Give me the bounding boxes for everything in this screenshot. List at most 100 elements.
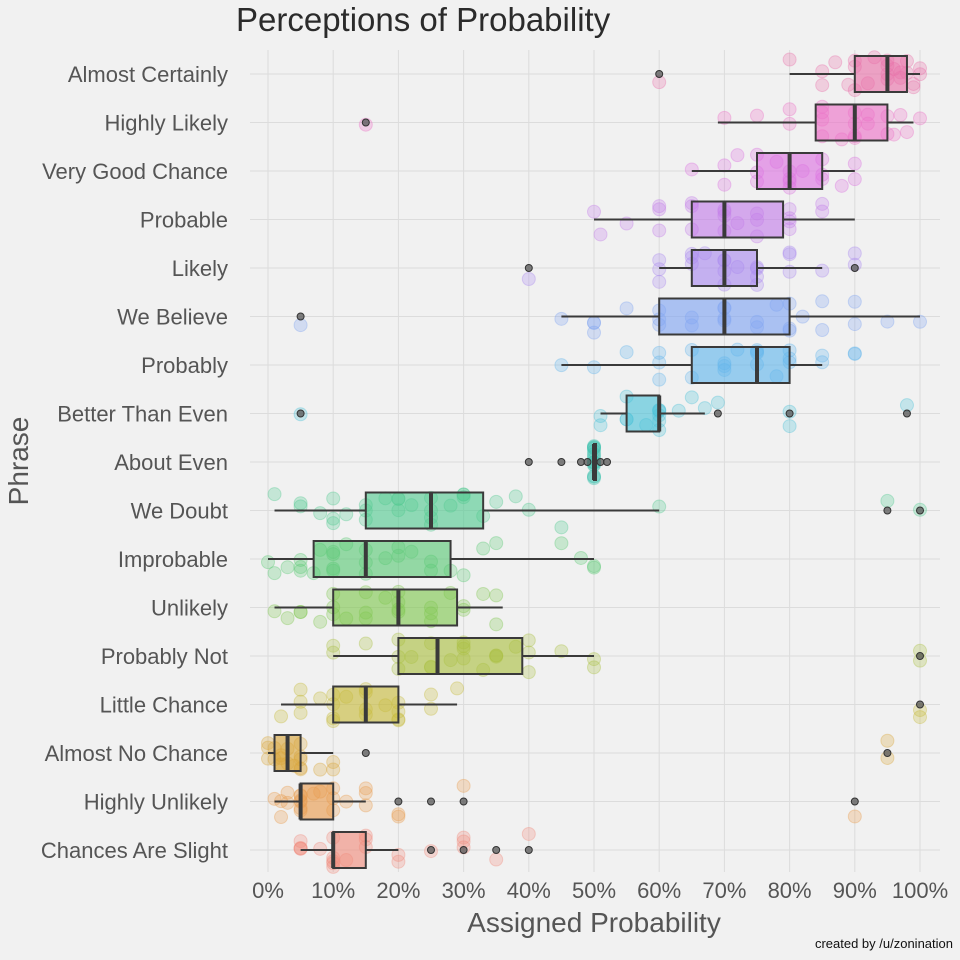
jitter-point <box>652 253 667 268</box>
jitter-point <box>847 346 862 361</box>
jitter-point <box>554 644 569 659</box>
jitter-point <box>652 262 667 277</box>
jitter-point <box>815 78 830 93</box>
jitter-point <box>456 602 471 617</box>
jitter-point <box>358 781 373 796</box>
jitter-point <box>782 211 797 226</box>
chart-title: Perceptions of Probability <box>236 1 611 38</box>
x-tick-label: 80% <box>768 878 812 903</box>
jitter-point <box>293 840 308 855</box>
jitter-point <box>750 108 764 123</box>
jitter-point <box>267 566 282 581</box>
jitter-point <box>828 55 843 70</box>
box-iqr <box>814 103 889 142</box>
jitter-point <box>710 395 725 410</box>
jitter-point <box>456 778 471 793</box>
jitter-point <box>593 418 608 433</box>
jitter-point <box>508 489 523 504</box>
jitter-point <box>280 611 295 626</box>
jitter-point <box>815 64 830 79</box>
jitter-point <box>424 687 438 702</box>
jitter-point <box>652 199 667 214</box>
jitter-point <box>267 487 282 502</box>
jitter-point <box>593 227 608 242</box>
x-tick-label: 100% <box>892 878 948 903</box>
jitter-point <box>587 652 601 667</box>
jitter-point <box>293 604 308 619</box>
jitter-point <box>293 682 308 697</box>
jitter-point <box>293 694 308 709</box>
jitter-point <box>489 617 504 632</box>
box-iqr <box>625 394 661 433</box>
jitter-point <box>782 116 797 131</box>
jitter-point <box>521 665 536 680</box>
jitter-point <box>391 809 406 824</box>
jitter-point <box>587 560 601 575</box>
jitter-point <box>326 762 341 777</box>
outlier-point <box>713 409 722 418</box>
jitter-point <box>815 263 830 278</box>
x-tick-label: 50% <box>572 878 616 903</box>
outlier-point <box>916 652 924 660</box>
box-iqr <box>690 200 785 239</box>
jitter-point <box>280 795 295 810</box>
jitter-point <box>815 204 830 219</box>
jitter-point <box>326 516 341 531</box>
x-tick-label: 70% <box>702 878 746 903</box>
jitter-point <box>880 493 895 508</box>
box-iqr <box>397 637 524 675</box>
jitter-point <box>313 841 328 856</box>
jitter-point <box>684 390 699 405</box>
jitter-point <box>326 511 341 526</box>
jitter-point <box>489 536 504 551</box>
jitter-point <box>293 705 308 720</box>
jitter-point <box>730 148 745 163</box>
jitter-point <box>293 841 308 856</box>
outlier-point <box>427 797 435 806</box>
jitter-point <box>619 345 634 360</box>
category-label: We Doubt <box>131 499 228 524</box>
jitter-point <box>893 107 908 122</box>
category-label: Very Good Chance <box>42 159 228 184</box>
credit-text: created by /u/zonination <box>815 936 953 951</box>
jitter-point <box>573 550 588 565</box>
jitter-point <box>293 496 308 511</box>
jitter-point <box>293 563 308 578</box>
jitter-point <box>280 785 295 800</box>
jitter-point <box>489 588 504 603</box>
category-label: Almost Certainly <box>68 62 228 87</box>
category-label: Probable <box>140 208 228 233</box>
jitter-point <box>847 346 862 361</box>
jitter-point <box>313 691 328 706</box>
jitter-point <box>476 586 491 601</box>
jitter-point <box>313 614 328 629</box>
box-iqr <box>853 55 908 93</box>
outlier-point <box>361 118 370 127</box>
jitter-point <box>391 854 406 869</box>
jitter-point <box>554 311 569 326</box>
jitter-point <box>313 762 328 777</box>
jitter-point <box>880 314 895 329</box>
jitter-point <box>697 401 712 416</box>
category-label: Unlikely <box>151 596 228 621</box>
jitter-point <box>274 709 289 724</box>
y-axis-title: Phrase <box>3 417 34 506</box>
jitter-point <box>847 317 862 332</box>
box-iqr <box>690 346 791 384</box>
jitter-point <box>489 852 504 867</box>
jitter-point <box>815 322 830 337</box>
jitter-point <box>293 604 308 619</box>
jitter-point <box>880 733 895 748</box>
jitter-point <box>293 318 308 333</box>
jitter-point <box>456 830 471 845</box>
x-tick-label: 60% <box>637 878 681 903</box>
outlier-point <box>524 458 533 466</box>
jitter-point <box>293 841 308 856</box>
jitter-point <box>684 162 699 177</box>
box-iqr <box>312 540 452 578</box>
jitter-point <box>521 826 536 841</box>
jitter-point <box>424 701 438 716</box>
jitter-point <box>782 245 797 260</box>
outlier-point <box>883 506 892 515</box>
